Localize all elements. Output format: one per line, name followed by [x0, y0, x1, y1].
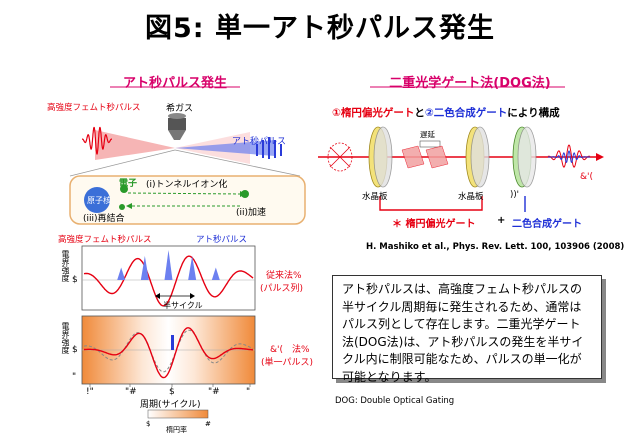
label-electron: 電子 [119, 179, 138, 189]
nucleus-circle [84, 187, 110, 213]
bottom-xlabel: 周期(サイクル) [140, 400, 201, 410]
bottom-ytick: $ [72, 345, 78, 355]
dog-single-attosecond-pulse [171, 335, 174, 350]
label-step-tunnel: (i)トンネルイオン化 [146, 180, 228, 190]
attosecond-pulse-2 [164, 250, 173, 280]
colorbar-tick-1: # [205, 420, 211, 428]
xtick-0: !" [86, 387, 94, 397]
heading-and: と [414, 107, 425, 119]
label-step-accel: (ii)加速 [236, 208, 267, 218]
label-nucleus: 原子核 [87, 196, 111, 205]
plus-label: + [497, 215, 506, 226]
electron-dot-1 [120, 185, 128, 193]
gate-2-label: 二色合成ゲート [512, 219, 582, 230]
bottom-ytick-neg: " [72, 372, 77, 382]
attosecond-pulse-0 [117, 267, 126, 280]
label-rare-gas: 希ガス [166, 104, 194, 114]
xtick-3: "# [208, 387, 220, 397]
zoom-line-right [174, 149, 301, 177]
page-title: 図5: 単一アト秒パルス発生 [145, 13, 495, 44]
delay-bracket [419, 140, 441, 148]
heading-tail: により構成 [507, 107, 560, 119]
label-step-recomb: (iii)再結合 [83, 214, 125, 224]
half-cycle-label: 半サイクル [163, 301, 203, 310]
colorbar-tick-0: $ [146, 420, 151, 428]
xtick-1: "# [125, 387, 137, 397]
label-femtosecond-pulse: 高強度フェムト秒パルス [47, 103, 141, 113]
attosecond-pulse-train [256, 137, 282, 159]
bottom-ylabel: 電界強度 [61, 322, 70, 354]
label-attosecond-pulse: アト秒パルス [232, 137, 287, 147]
three-step-box [69, 175, 306, 225]
bbo-crystal [512, 126, 537, 188]
xtick-4: " [246, 387, 251, 397]
attosecond-pulse-3 [188, 255, 197, 280]
ellipticity-colorbar [147, 409, 209, 419]
footnote: DOG: Double Optical Gating [335, 396, 455, 406]
dog-heading: ①楕円偏光ゲートと②二色合成ゲートにより構成 [332, 105, 560, 120]
electron-path-out [127, 192, 241, 195]
gate-bracket-1 [379, 196, 483, 211]
dog-output-waveform [547, 144, 591, 168]
input-polarization-icon [327, 142, 353, 172]
colorbar-label: 楕円率 [166, 426, 187, 434]
gas-nozzle-icon [168, 113, 186, 140]
gate-1-label: ＊ 楕円偏光ゲート [392, 219, 476, 230]
mid-ytick: $ [72, 275, 78, 285]
conventional-laser-field [83, 255, 254, 307]
femtosecond-pulse-wave [82, 126, 112, 155]
conventional-attosecond-train [117, 250, 220, 280]
quartz-plate-1 [368, 126, 393, 188]
delay-label: 遅延 [420, 130, 435, 139]
laser-beam-in [95, 130, 175, 160]
quartz-plate-2-label: 水晶板 [458, 192, 484, 202]
explanation-box: アト秒パルスは、高強度フェムト秒パルスの半サイクル周期毎に発生されるため、通常は… [332, 275, 602, 384]
dog-label-2: (単一パルス) [261, 358, 314, 368]
output-label: &'( [580, 172, 594, 182]
dog-gated-field [84, 327, 253, 379]
attosecond-pulse-1 [140, 255, 149, 280]
conventional-label-2: (パルス列) [260, 284, 304, 294]
dog-gray-field [83, 329, 254, 373]
bbo-label: ))' [510, 190, 519, 200]
delayed-pulse-pair [401, 145, 449, 169]
xtick-2: $ [169, 387, 175, 397]
quartz-plate-1-label: 水晶板 [362, 192, 388, 202]
electron-dot-3 [119, 204, 125, 210]
conventional-label-1: 従来法% [266, 271, 302, 281]
legend-attosecond: アト秒パルス [196, 235, 248, 245]
dog-output-second-color [548, 150, 590, 163]
heading-gate-2: ②二色合成ゲート [424, 107, 508, 119]
heading-gate-1: ①楕円偏光ゲート [332, 107, 415, 119]
legend-femtosecond: 高強度フェムト秒パルス [58, 235, 152, 245]
attosecond-pulse-4 [211, 267, 220, 280]
zoom-line-left [69, 149, 176, 177]
mid-ylabel: 電界強度 [61, 250, 70, 282]
dog-label-1: &'( 法% [270, 345, 310, 355]
xuv-beam [175, 140, 275, 156]
reference: H. Mashiko et al., Phys. Rev. Lett. 100,… [366, 242, 625, 252]
quartz-plate-2 [465, 126, 490, 188]
